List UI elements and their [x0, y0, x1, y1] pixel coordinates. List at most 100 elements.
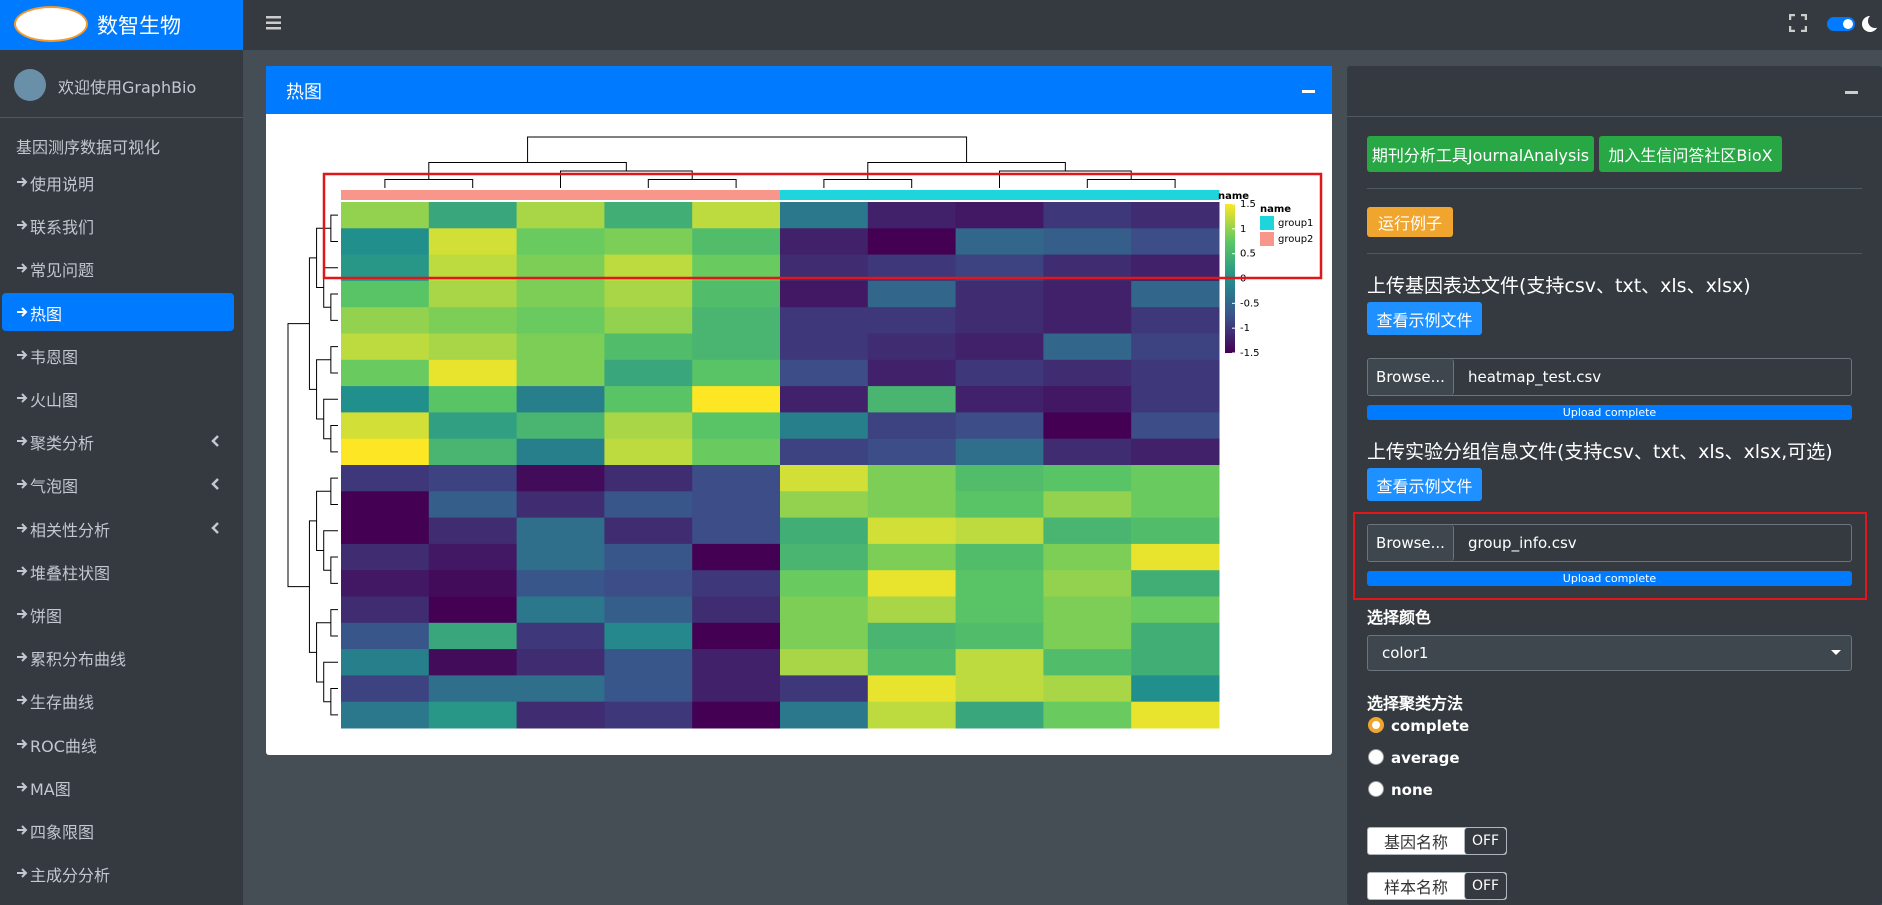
arrow: [17, 393, 28, 403]
chevron: [211, 521, 219, 534]
switch[interactable]: 样本名称 OFF: [1367, 872, 1507, 900]
colorbar-tick-label: -1: [1240, 323, 1250, 334]
arrow: [17, 868, 28, 878]
example-button[interactable]: 查看示例文件: [1367, 468, 1482, 501]
heatmap-cell: [692, 517, 781, 545]
user-name[interactable]: 欢迎使用GraphBio: [58, 78, 197, 97]
nav-item[interactable]: 主成分分析: [2, 854, 234, 892]
nav-item[interactable]: 气泡图: [2, 465, 234, 503]
nav-item[interactable]: 堆叠柱状图: [2, 552, 234, 590]
nav-label: 四象限图: [30, 823, 95, 842]
heatmap-cell: [341, 202, 430, 229]
column-annotation: [780, 190, 869, 200]
arrow: [17, 220, 28, 230]
arrow: [17, 652, 28, 662]
row-dendrogram: [330, 346, 338, 374]
example-button[interactable]: 查看示例文件: [1367, 302, 1482, 335]
arrow: [17, 306, 28, 317]
nav-label: 生存曲线: [30, 693, 95, 713]
fullscreen-button[interactable]: [1789, 14, 1807, 32]
user-avatar: [14, 69, 46, 101]
heatmap-cell: [780, 701, 869, 729]
heatmap-cell: [955, 701, 1044, 729]
radio-button[interactable]: [1368, 781, 1384, 797]
nav-item[interactable]: 饼图: [2, 595, 234, 633]
heatmap-cell: [516, 359, 605, 387]
radio-button[interactable]: [1368, 749, 1384, 765]
nav-item[interactable]: MA图: [2, 768, 234, 806]
radio-button[interactable]: [1368, 717, 1384, 733]
nav-item[interactable]: 生存曲线: [2, 681, 234, 719]
nav-item[interactable]: 热图: [2, 292, 234, 331]
browse-button[interactable]: Browse...: [1368, 525, 1454, 561]
radio-label: average: [1391, 749, 1460, 767]
nav-item[interactable]: 使用说明: [2, 163, 234, 201]
heatmap-cell: [516, 228, 605, 256]
heatmap-cell: [341, 596, 430, 624]
switch[interactable]: 基因名称 OFF: [1367, 827, 1507, 855]
menu-toggle[interactable]: [266, 15, 282, 31]
nav-item[interactable]: ROC曲线: [2, 725, 234, 763]
heatmap-cell: [1043, 386, 1132, 413]
nav-item[interactable]: 常见问题: [2, 249, 234, 287]
arrow: [17, 479, 28, 490]
heatmap-cell: [780, 359, 869, 387]
heatmap-cell: [692, 280, 781, 308]
nav-item[interactable]: 火山图: [2, 379, 234, 417]
heatmap-cell: [428, 202, 518, 229]
heatmap-cell: [955, 359, 1044, 387]
row-dendrogram: [330, 688, 338, 716]
heatmap-cell: [428, 228, 518, 256]
heatmap-cell: [341, 649, 430, 676]
heatmap-cell: [1131, 649, 1220, 676]
heatmap-cell: [692, 622, 781, 650]
nav-icon: [17, 306, 28, 317]
heatmap-cell: [428, 359, 518, 387]
row-dendrogram: [330, 477, 338, 505]
heatmap-cell: [516, 596, 605, 624]
heatmap-cell: [604, 438, 693, 466]
collapse-button[interactable]: [1302, 90, 1315, 93]
heatmap-cell: [780, 412, 869, 440]
nav-icon: [17, 695, 28, 706]
collapse-button[interactable]: [1845, 91, 1858, 94]
run-example-button[interactable]: 运行例子: [1367, 207, 1453, 237]
browse-button[interactable]: Browse...: [1368, 359, 1454, 395]
nav-item[interactable]: 相关性分析: [2, 509, 234, 547]
heatmap-cell: [604, 359, 693, 387]
heatmap-cell: [428, 622, 518, 650]
switch-state: OFF: [1464, 828, 1506, 854]
heatmap-cell: [604, 649, 693, 676]
heatmap-cell: [867, 386, 957, 413]
colorbar-tick-label: 1: [1240, 224, 1246, 235]
nav-item[interactable]: 韦恩图: [2, 336, 234, 374]
nav-item[interactable]: 聚类分析: [2, 422, 234, 460]
heatmap-cell: [1131, 280, 1220, 308]
heatmap-cell: [692, 570, 781, 597]
column-dendrogram: [384, 179, 474, 188]
nav-item[interactable]: 四象限图: [2, 811, 234, 849]
heatmap-cell: [516, 412, 605, 440]
color-select[interactable]: color1: [1367, 635, 1852, 671]
nav-label: 使用说明: [30, 175, 95, 194]
brand-bar[interactable]: 数智生物: [0, 0, 243, 50]
link-button[interactable]: 期刊分析工具JournalAnalysis: [1367, 136, 1594, 172]
heatmap-cell: [1043, 412, 1132, 440]
theme-toggle[interactable]: [1827, 13, 1882, 35]
heatmap-cell: [1043, 280, 1132, 308]
heatmap-cell: [341, 570, 430, 597]
file-name: heatmap_test.csv: [1468, 368, 1602, 386]
heatmap-cell: [604, 517, 693, 545]
heatmap-cell: [341, 228, 430, 256]
heatmap-cell: [1043, 202, 1132, 229]
link-button[interactable]: 加入生信问答社区BioX: [1599, 136, 1782, 172]
heatmap-cell: [780, 228, 869, 256]
section-header: 基因测序数据可视化: [16, 138, 161, 157]
nav-item[interactable]: 累积分布曲线: [2, 638, 234, 676]
heatmap-cell: [516, 280, 605, 308]
heatmap-cell: [692, 543, 781, 571]
heatmap-cell: [341, 517, 430, 545]
nav-item[interactable]: 联系我们: [2, 206, 234, 244]
heatmap-cell: [1131, 570, 1220, 597]
